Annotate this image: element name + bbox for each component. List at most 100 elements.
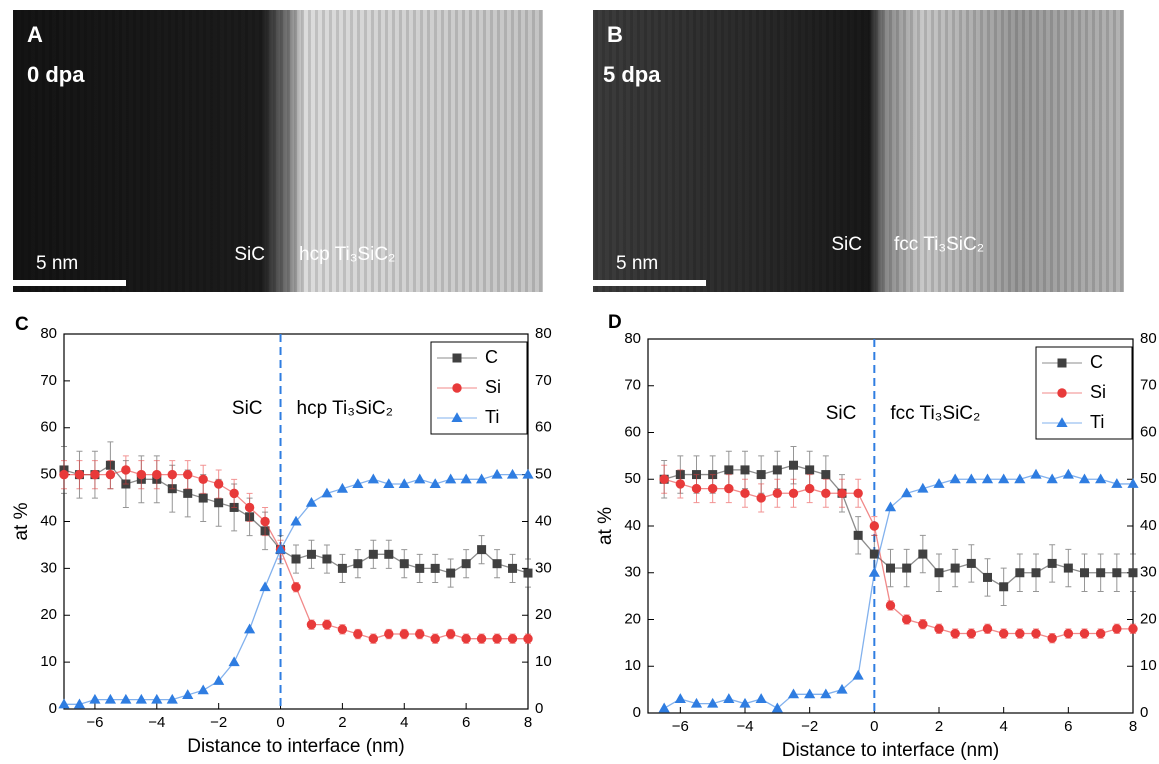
marker [1079,628,1090,639]
marker [869,549,879,559]
y-axis-title: at % [11,502,32,540]
marker [1047,633,1057,643]
marker [853,488,863,498]
marker [950,628,960,639]
x-tick-label: 0 [276,714,284,731]
y2-tick-label: 50 [535,466,552,483]
y2-tick-label: 10 [535,653,552,670]
region-label: SiC [826,403,857,424]
marker [291,582,301,592]
marker [322,619,332,630]
legend-marker [1057,358,1067,368]
marker [820,688,832,699]
y2-tick-label: 80 [1140,330,1157,347]
marker [353,559,363,569]
legend-label: Ti [485,407,499,427]
marker [90,469,100,480]
dose-label: 0 dpa [27,62,85,87]
marker [306,549,316,559]
charts: C−6 −4 −2 0 2 4 6 80102030405060708001020304050… [11,312,1157,761]
marker [430,633,440,644]
marker [522,468,534,479]
x-tick-label: 0 [870,718,878,735]
marker [917,482,929,493]
panel-label: A [27,22,43,47]
y-tick-label: 20 [624,610,641,627]
marker [805,465,815,475]
marker [183,469,193,480]
marker [658,702,670,713]
marker [58,698,70,709]
marker [707,697,719,708]
marker [1046,473,1058,484]
y-tick-label: 10 [40,653,57,670]
panel-a: A 0 dpa SiC hcp Ti₃SiC₂ 5 nm [13,10,543,292]
legend-marker [451,412,463,422]
y-tick-label: 60 [40,419,57,436]
marker [724,483,734,494]
marker [1031,568,1041,578]
marker [674,693,686,703]
scale-bar [593,280,706,286]
marker [1063,628,1074,639]
marker [837,488,847,498]
marker [244,623,256,634]
marker [214,498,224,508]
marker [135,693,147,704]
y-tick-label: 40 [40,512,57,529]
marker [901,487,913,498]
marker [166,693,178,704]
marker [756,470,766,480]
marker [244,502,255,513]
marker [1112,568,1122,578]
marker [982,624,993,634]
marker [228,656,240,667]
y-tick-label: 70 [624,377,641,394]
y2-tick-label: 80 [535,325,552,342]
chart: D−6 −4 −2 0 2 4 6 80102030405060708001020304050… [595,312,1157,761]
marker [789,460,798,470]
marker [886,563,895,573]
lattice-texture [593,10,1124,292]
marker [398,478,410,488]
marker [933,478,945,488]
panel-b: B 5 dpa SiC fcc Ti₃SiC₂ 5 nm [593,10,1124,292]
marker [853,530,863,540]
y2-tick-label: 60 [1140,423,1157,440]
x-tick-label: 2 [338,714,346,731]
marker [821,488,831,498]
marker [1127,478,1139,488]
y2-tick-label: 40 [535,512,552,529]
marker [1128,624,1138,634]
y-tick-label: 80 [40,325,57,342]
y2-tick-label: 20 [1140,610,1157,627]
y-tick-label: 0 [49,700,57,717]
scale-bar-label: 5 nm [616,253,658,274]
region-label: hcp Ti₃SiC₂ [299,244,395,265]
y-tick-label: 40 [624,517,641,534]
marker [321,487,333,498]
y-tick-label: 30 [624,564,641,581]
marker [213,479,224,489]
marker [89,693,101,704]
marker [415,629,425,639]
marker [507,633,518,644]
legend-label: Si [485,377,501,397]
panel-label: C [15,314,29,335]
marker [902,563,912,573]
marker [868,566,880,577]
marker [852,669,864,680]
region-label: SiC [232,398,263,419]
marker [368,633,379,644]
marker [229,488,239,499]
panel-label: D [608,312,622,333]
marker [353,629,363,639]
marker [787,688,800,699]
marker [383,478,395,488]
marker [121,465,131,475]
y-axis-title: at % [595,507,616,545]
marker [966,558,976,568]
y-tick-label: 0 [633,704,641,721]
marker [337,624,348,635]
marker [322,554,332,564]
